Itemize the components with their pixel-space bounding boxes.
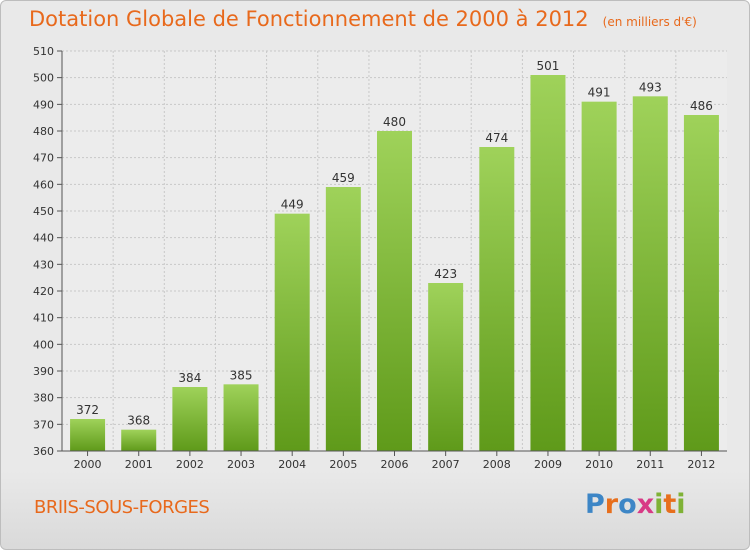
logo-letter: x <box>636 489 655 520</box>
x-tick-label-2009: 2009 <box>534 458 562 471</box>
axes <box>57 50 727 456</box>
y-tick-label: 430 <box>33 258 54 271</box>
bar-2001 <box>121 429 157 451</box>
logo-letter: o <box>618 489 637 520</box>
y-tick-label: 390 <box>33 365 54 378</box>
data-label-2001: 368 <box>127 414 150 428</box>
x-tick-label-2012: 2012 <box>687 458 715 471</box>
bar-2005 <box>325 187 361 451</box>
bar-2012 <box>683 115 719 451</box>
bar-2009 <box>530 75 566 451</box>
bar-2002 <box>172 387 208 451</box>
labels: 360 370 380 390 400 410 420 430 440 450 460 470 480 4… <box>33 45 715 471</box>
y-tick-label: 360 <box>33 445 54 458</box>
bar-2010 <box>581 101 617 452</box>
y-tick-label: 510 <box>33 45 54 58</box>
y-tick-label: 490 <box>33 98 54 111</box>
chart-title-text: Dotation Globale de Fonctionnement de 20… <box>29 7 589 31</box>
logo-letter: P <box>585 489 605 520</box>
bar-2008 <box>479 147 515 451</box>
y-tick-label: 400 <box>33 338 54 351</box>
x-tick-label-2011: 2011 <box>636 458 664 471</box>
logo-letter: i <box>654 489 664 520</box>
commune-name: BRIIS-SOUS-FORGES <box>34 497 210 518</box>
y-tick-label: 410 <box>33 312 54 325</box>
x-tick-label-2002: 2002 <box>176 458 204 471</box>
x-tick-label-2005: 2005 <box>329 458 357 471</box>
bar-2003 <box>223 384 259 451</box>
logo-letter: r <box>604 489 619 520</box>
data-label-2012: 486 <box>690 99 713 113</box>
data-label-2011: 493 <box>639 80 662 94</box>
y-tick-label: 450 <box>33 205 54 218</box>
bar-2004 <box>274 213 310 451</box>
chart-title: Dotation Globale de Fonctionnement de 20… <box>29 7 697 31</box>
bar-2007 <box>428 283 464 451</box>
y-tick-label: 480 <box>33 125 54 138</box>
y-tick-label: 440 <box>33 232 54 245</box>
data-label-2009: 501 <box>537 59 560 73</box>
x-tick-label-2010: 2010 <box>585 458 613 471</box>
data-label-2005: 459 <box>332 171 355 185</box>
data-label-2007: 423 <box>434 267 457 281</box>
bars <box>70 75 719 452</box>
y-tick-label: 370 <box>33 418 54 431</box>
x-tick-label-2004: 2004 <box>278 458 306 471</box>
x-tick-label-2000: 2000 <box>74 458 102 471</box>
data-label-2002: 384 <box>178 371 201 385</box>
x-tick-label-2008: 2008 <box>483 458 511 471</box>
y-tick-label: 470 <box>33 152 54 165</box>
y-tick-label: 500 <box>33 72 54 85</box>
data-label-2004: 449 <box>281 198 304 212</box>
chart-unit: (en milliers d'€) <box>602 15 697 29</box>
data-label-2010: 491 <box>588 86 611 100</box>
logo-letter: i <box>676 489 686 520</box>
bar-2011 <box>632 96 668 451</box>
data-label-2000: 372 <box>76 403 99 417</box>
y-tick-label: 420 <box>33 285 54 298</box>
y-tick-label: 460 <box>33 178 54 191</box>
data-label-2003: 385 <box>230 368 253 382</box>
x-tick-label-2003: 2003 <box>227 458 255 471</box>
bar-2006 <box>377 131 412 451</box>
x-tick-label-2001: 2001 <box>125 458 153 471</box>
data-label-2008: 474 <box>485 131 508 145</box>
proxiti-logo: Proxiti <box>585 489 686 520</box>
data-label-2006: 480 <box>383 115 406 129</box>
bar-2000 <box>70 419 106 451</box>
x-tick-label-2006: 2006 <box>381 458 409 471</box>
x-tick-label-2007: 2007 <box>432 458 460 471</box>
y-tick-label: 380 <box>33 392 54 405</box>
logo-letter: t <box>663 489 677 520</box>
